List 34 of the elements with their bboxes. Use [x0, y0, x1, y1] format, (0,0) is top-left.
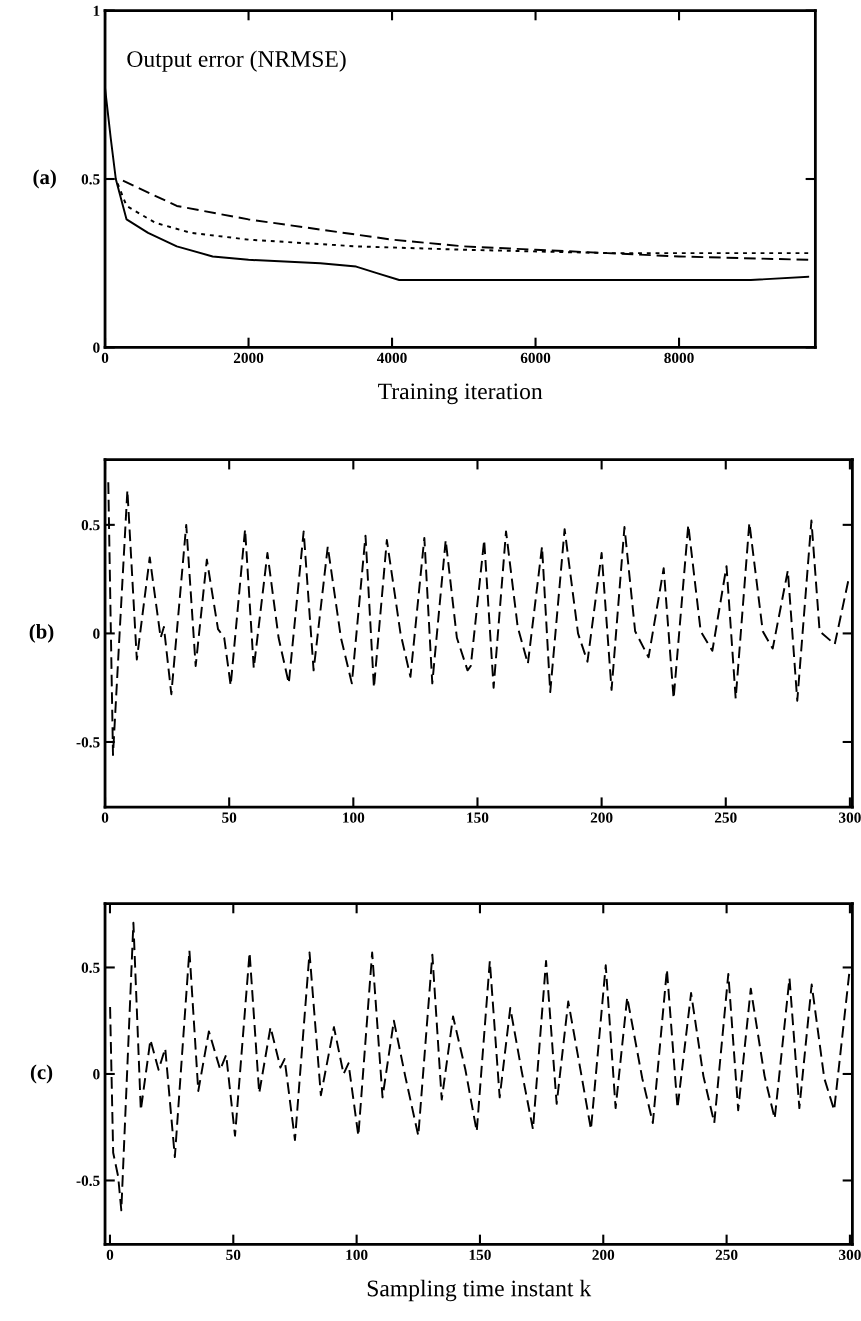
- x-tick-label: 150: [467, 812, 489, 823]
- x-tick-label: 200: [590, 812, 613, 823]
- x-tick-label: 250: [714, 812, 737, 823]
- x-tick-label: 50: [226, 1249, 241, 1260]
- x-tick-label: 6000: [520, 352, 551, 364]
- text: (a): [33, 169, 56, 189]
- x-tick-label: 200: [592, 1249, 615, 1260]
- text: Output error (NRMSE): [127, 50, 346, 72]
- x-tick-label: 0: [101, 812, 109, 823]
- text: (b): [29, 623, 54, 643]
- y-tick-label: 1: [93, 5, 100, 16]
- x-tick-label: 300: [839, 1249, 861, 1260]
- x-tick-label: 0: [101, 352, 109, 364]
- x-tick-label: 50: [222, 812, 237, 823]
- x-tick-label: 4000: [376, 352, 407, 364]
- y-tick-label: 0.5: [81, 962, 100, 973]
- y-tick-label: 0: [93, 342, 100, 353]
- x-axis-title: Sampling time instant k: [367, 1279, 592, 1302]
- y-tick-label: 0: [93, 1069, 100, 1080]
- x-tick-label: 250: [715, 1249, 738, 1260]
- x-axis-title: Training iteration: [378, 383, 543, 405]
- x-tick-label: 100: [343, 812, 365, 823]
- y-tick-label: 0.5: [81, 519, 100, 531]
- y-tick-label: -0.5: [76, 1175, 100, 1186]
- x-tick-label: 2000: [233, 352, 264, 364]
- y-tick-label: 0: [93, 628, 100, 639]
- x-tick-label: 150: [469, 1249, 491, 1260]
- x-tick-label: 100: [346, 1249, 368, 1260]
- x-tick-label: 300: [839, 812, 861, 823]
- y-tick-label: -0.5: [76, 737, 100, 748]
- x-tick-label: 0: [106, 1249, 114, 1260]
- text: (c): [30, 1064, 53, 1084]
- y-tick-label: 0.5: [81, 174, 100, 185]
- x-tick-label: 8000: [664, 352, 694, 364]
